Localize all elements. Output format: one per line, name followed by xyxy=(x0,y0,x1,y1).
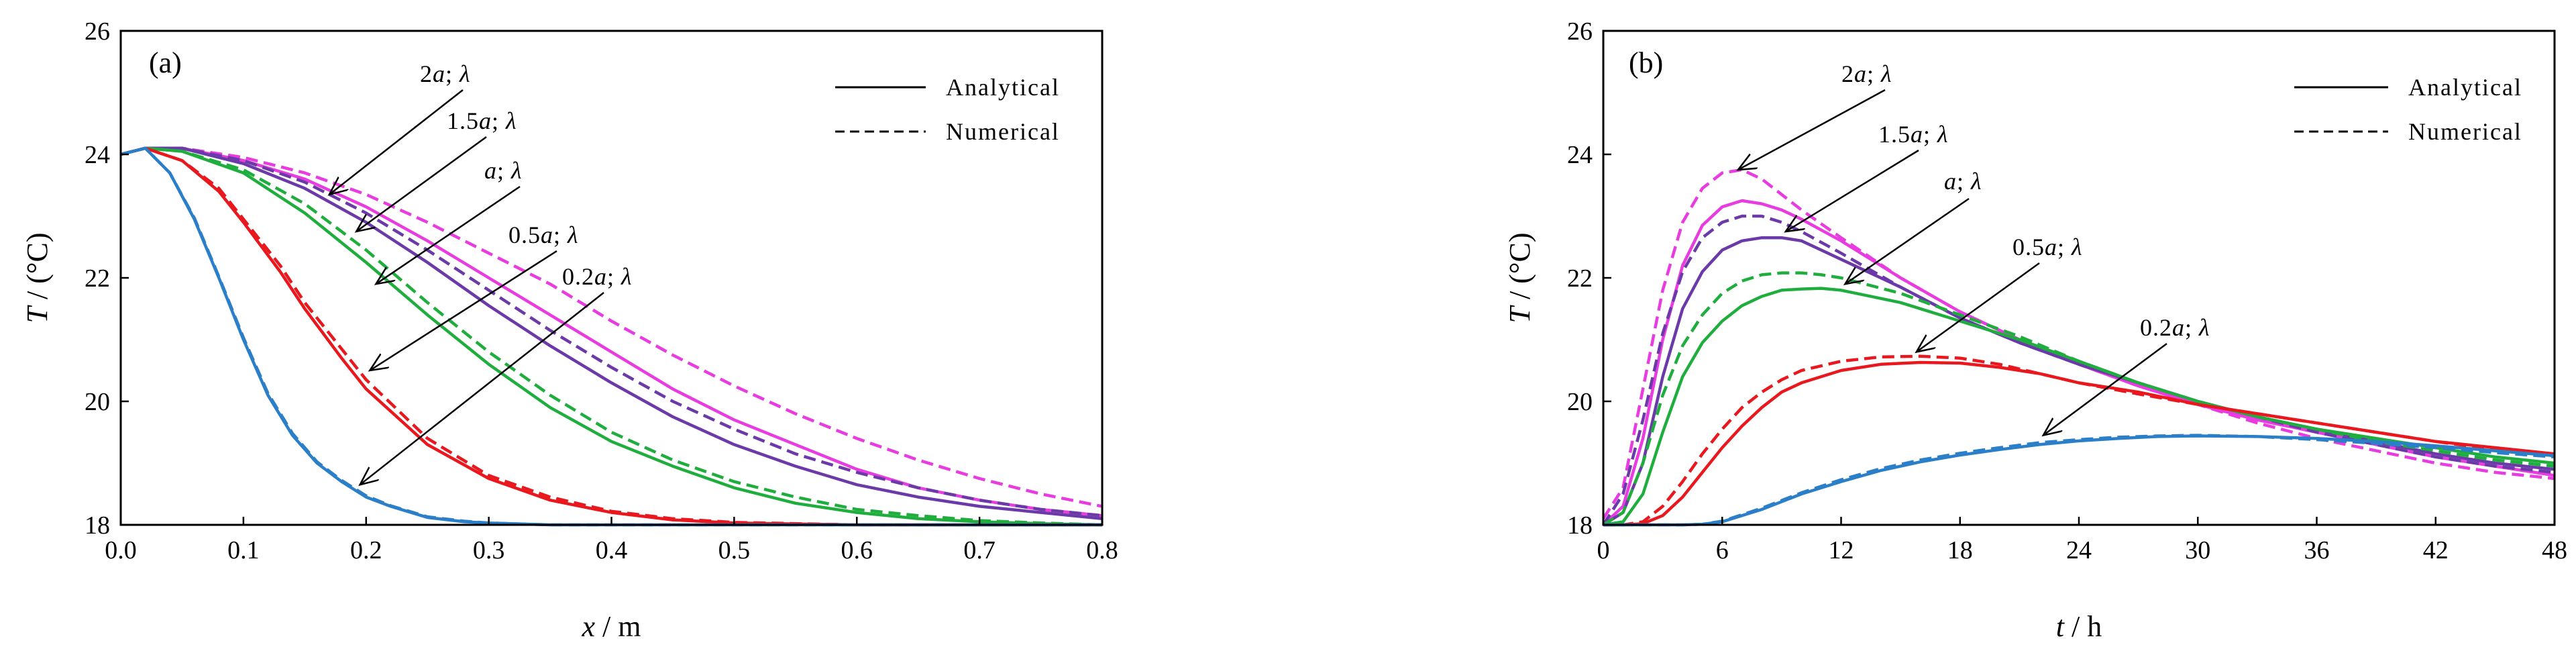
annotation-1_5a: 1.5a; λ xyxy=(1878,121,1949,148)
annotation-arrow xyxy=(1786,149,1919,232)
x-tick-label: 0.2 xyxy=(350,536,382,564)
y-axis-title: T / (°C) xyxy=(1503,233,1536,324)
annotation-2a: 2a; λ xyxy=(420,60,471,87)
annotation-a: a; λ xyxy=(1944,168,1982,195)
annotation-arrow xyxy=(370,250,557,370)
annotation-2a: 2a; λ xyxy=(1841,60,1892,87)
panel-tag: (a) xyxy=(149,46,182,79)
annotation-arrow xyxy=(1738,89,1886,170)
annotation-0_5a: 0.5a; λ xyxy=(2012,234,2083,260)
series-2a-solid xyxy=(120,146,1103,517)
legend-label: Numerical xyxy=(2408,118,2522,145)
y-tick-label: 18 xyxy=(85,511,110,540)
x-tick-label: 0.1 xyxy=(227,536,260,564)
annotation-0_2a: 0.2a; λ xyxy=(562,263,633,290)
annotation-arrow xyxy=(329,89,464,195)
annotation-arrow xyxy=(1845,197,1970,284)
x-axis-title: x / m xyxy=(582,610,641,643)
annotation-arrow xyxy=(2043,342,2167,436)
legend-label: Numerical xyxy=(946,118,1060,145)
y-tick-label: 24 xyxy=(1567,141,1593,169)
annotation-arrow xyxy=(376,185,521,284)
x-tick-label: 42 xyxy=(2423,536,2449,564)
annotation-arrow xyxy=(1917,262,2040,352)
y-tick-label: 26 xyxy=(1567,17,1593,46)
series-2a-dashed xyxy=(1602,168,2555,520)
x-tick-label: 0 xyxy=(1597,536,1610,564)
x-axis-title: t / h xyxy=(2056,610,2102,643)
x-tick-label: 24 xyxy=(2066,536,2092,564)
series-1_5a-solid xyxy=(120,146,1103,521)
series-0_5a-solid xyxy=(1603,360,2555,527)
x-tick-label: 0.5 xyxy=(718,536,751,564)
annotation-1_5a: 1.5a; λ xyxy=(447,107,517,134)
series-0_2a-solid xyxy=(120,146,1102,527)
series-0_5a-dashed xyxy=(1603,354,2555,527)
x-tick-label: 12 xyxy=(1829,536,1854,564)
series-1_5a-dashed xyxy=(120,146,1103,517)
series-a-solid xyxy=(120,146,1103,527)
x-tick-label: 0.7 xyxy=(963,536,996,564)
series-0_5a-dashed xyxy=(120,146,1102,527)
x-tick-label: 0.4 xyxy=(596,536,628,564)
panel-a: 0.0 0.1 0.2 0.3 0.4 0.5 0.6 0.7 0.8 18 20 22 24 26 x /… xyxy=(21,17,1118,643)
annotation-arrow xyxy=(356,136,487,232)
annotation-0_5a: 0.5a; λ xyxy=(508,221,579,248)
x-tick-label: 0.3 xyxy=(473,536,505,564)
series-2a-dashed xyxy=(120,146,1103,508)
x-tick-label: 36 xyxy=(2304,536,2330,564)
series-0_2a-dashed xyxy=(1603,434,2555,527)
y-tick-label: 18 xyxy=(1567,511,1593,540)
x-tick-label: 48 xyxy=(2542,536,2567,564)
series-1_5a-dashed xyxy=(1602,214,2555,526)
x-tick-label: 0.8 xyxy=(1086,536,1118,564)
series-a-dashed xyxy=(120,146,1103,527)
y-axis-title: T / (°C) xyxy=(21,233,54,324)
annotation-0_2a: 0.2a; λ xyxy=(2140,314,2210,341)
annotation-arrow xyxy=(360,292,604,485)
series-a-dashed xyxy=(1602,271,2555,526)
legend-label: Analytical xyxy=(946,74,1060,101)
x-tick-label: 0.6 xyxy=(841,536,873,564)
y-tick-label: 24 xyxy=(85,141,110,169)
y-tick-label: 22 xyxy=(85,264,110,293)
x-tick-label: 18 xyxy=(1947,536,1973,564)
series-0_2a-dashed xyxy=(120,146,1102,527)
x-tick-label: 0.0 xyxy=(105,536,137,564)
panel-b: 0 6 12 18 24 30 36 42 48 18 20 22 24 26 t / h T / (°C) (… xyxy=(1503,17,2567,643)
panel-tag: (b) xyxy=(1629,46,1663,79)
y-tick-label: 22 xyxy=(1567,264,1593,293)
y-tick-label: 20 xyxy=(85,388,110,416)
legend-label: Analytical xyxy=(2408,74,2522,101)
x-tick-label: 6 xyxy=(1716,536,1729,564)
x-tick-label: 30 xyxy=(2185,536,2210,564)
series-a-solid xyxy=(1603,287,2555,527)
annotation-a: a; λ xyxy=(484,157,523,184)
y-tick-label: 20 xyxy=(1567,388,1593,416)
y-tick-label: 26 xyxy=(85,17,110,46)
series-0_5a-solid xyxy=(120,146,1102,527)
